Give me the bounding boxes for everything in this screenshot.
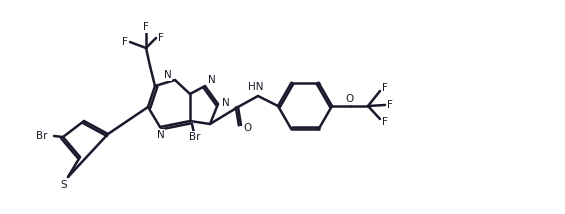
Text: O: O xyxy=(244,123,252,133)
Text: S: S xyxy=(60,180,67,190)
Text: N: N xyxy=(164,70,172,80)
Text: N: N xyxy=(222,98,230,108)
Text: Br: Br xyxy=(36,131,48,141)
Text: F: F xyxy=(382,83,388,93)
Text: F: F xyxy=(158,33,164,43)
Text: HN: HN xyxy=(248,82,264,92)
Text: Br: Br xyxy=(189,132,201,142)
Text: F: F xyxy=(122,37,128,47)
Text: O: O xyxy=(346,94,354,104)
Text: F: F xyxy=(143,22,149,32)
Text: N: N xyxy=(157,130,165,140)
Text: F: F xyxy=(387,100,393,110)
Text: N: N xyxy=(208,75,216,85)
Text: F: F xyxy=(382,117,388,127)
